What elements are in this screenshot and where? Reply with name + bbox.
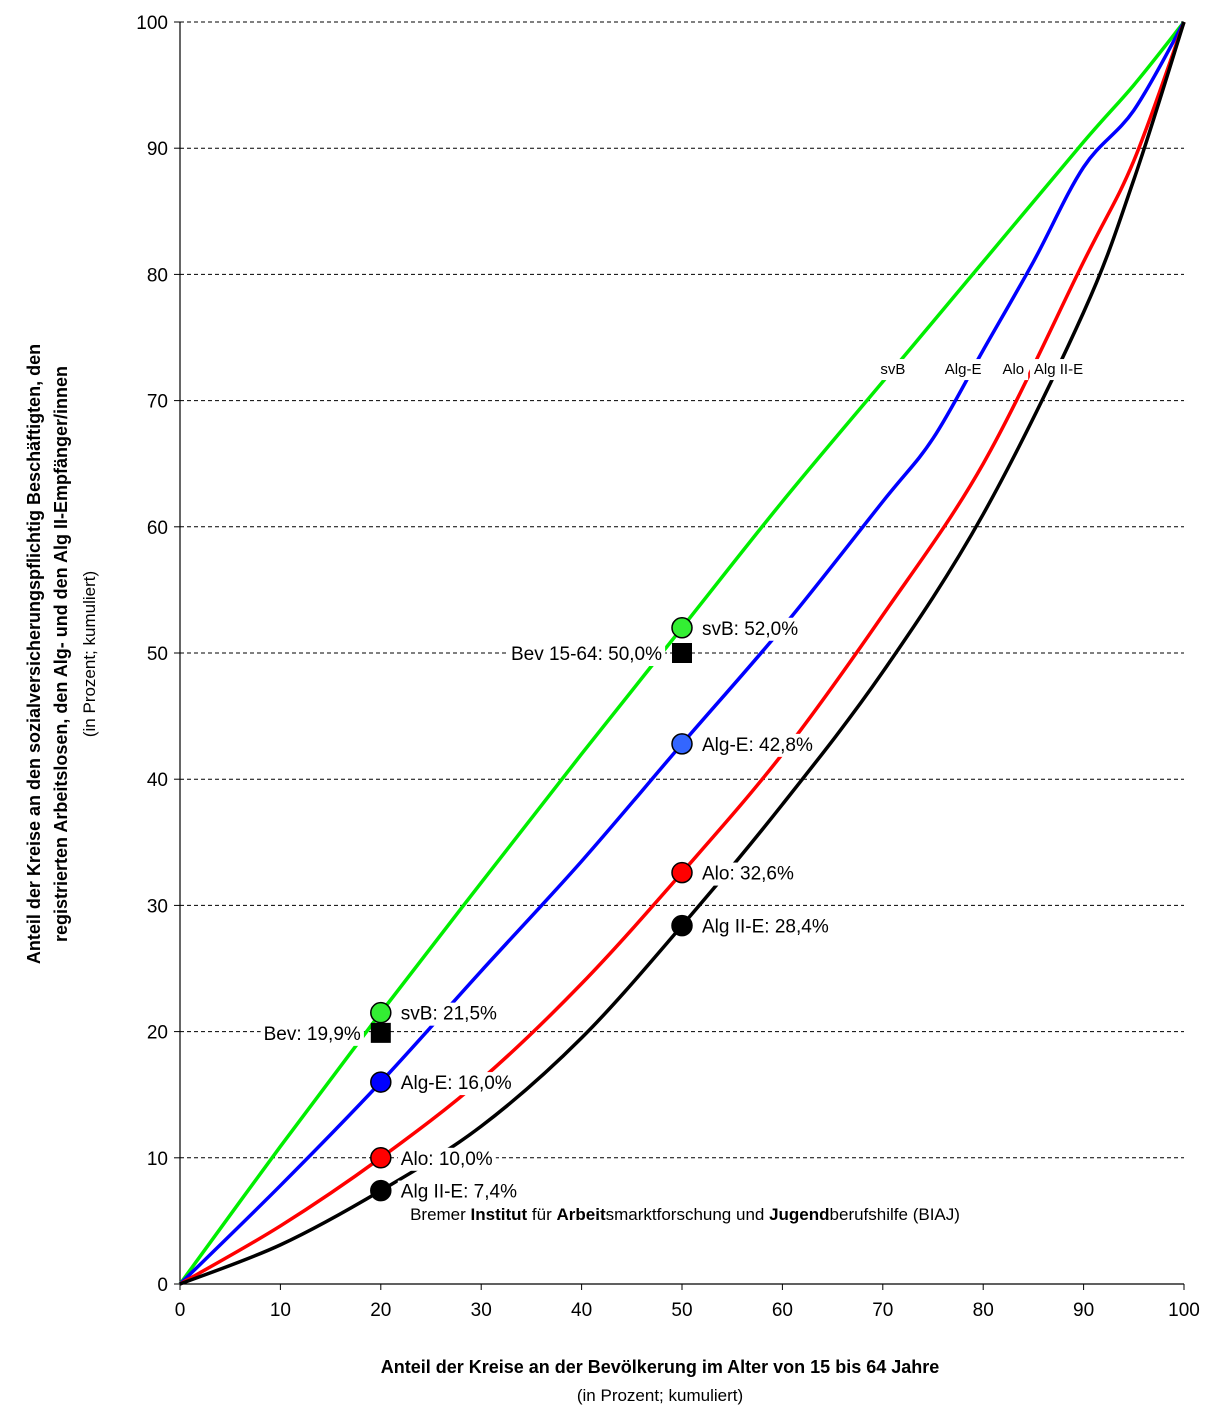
y-tick-label: 60 [147,518,168,539]
marker-circle [370,1071,392,1093]
marker-label-bg [507,643,666,666]
marker-label-group: Alo: 32,6% [699,862,797,886]
credit-fragment: Arbeit [556,1205,605,1224]
gridlines [180,21,1184,1159]
curve-label-bg [940,359,986,381]
curve-label: Alg-E [945,361,982,378]
curve-label-bg [876,359,910,381]
x-tick-label: 60 [772,1300,793,1321]
credit-fragment: Institut [471,1205,528,1224]
credit-fragment: berufshilfe (BIAJ) [830,1205,960,1224]
curve-label-bg [998,359,1029,381]
marker-circle [671,733,693,755]
x-tick-label: 30 [471,1300,492,1321]
curve-label-group: Alg II-E [1029,359,1088,381]
curve-label: Alg II-E [1034,361,1083,378]
x-axis-subtitle: (in Prozent; kumuliert) [577,1386,743,1405]
marker-label-bg [397,1002,501,1026]
marker-circle [671,914,693,937]
marker-label: svB: 52,0% [702,619,798,640]
marker-label-bg [397,1147,496,1171]
y-axis-title-line1: Anteil der Kreise an den sozialversicher… [24,344,44,964]
marker-square [672,643,692,663]
marker-label-bg [699,862,797,886]
marker-label-bg [699,915,832,939]
marker-label-bg [699,617,802,641]
marker-label: Bev 15-64: 50,0% [511,644,662,665]
y-tick-label: 100 [136,13,168,34]
marker-square [370,1022,391,1043]
marker-label-group: Alg II-E: 7,4% [397,1180,521,1204]
credit-fragment: Jugend [769,1205,829,1224]
x-tick-label: 20 [370,1300,391,1321]
marker-label-group: Bev: 19,9% [260,1022,364,1046]
marker-label-group: Alg II-E: 28,4% [699,915,832,939]
marker-label-group: Alg-E: 16,0% [397,1072,515,1096]
y-tick-label: 10 [147,1149,168,1170]
x-axis-title: Anteil der Kreise an der Bevölkerung im … [381,1357,940,1377]
marker-label: Alo: 32,6% [702,864,794,885]
marker-circle [370,1001,392,1024]
curve-label: Alo [1002,361,1024,378]
y-tick-label: 0 [157,1275,168,1296]
marker-label: Alg II-E: 7,4% [401,1182,517,1203]
x-tick-label: 100 [1168,1300,1200,1321]
marker-label: svB: 21,5% [401,1004,497,1025]
y-axis-title-line2: registrierten Arbeitslosen, den Alg- und… [51,366,71,942]
marker-label-bg [397,1072,515,1096]
x-tick-label: 70 [872,1300,893,1321]
marker-label: Alg II-E: 28,4% [702,917,829,938]
curve-svb [178,20,1186,1286]
marker-circle [370,1147,392,1169]
x-tick-label: 40 [571,1300,592,1321]
y-tick-label: 30 [147,896,168,917]
marker-circle [671,617,693,639]
marker-label: Alg-E: 42,8% [702,735,813,756]
x-tick-label: 80 [973,1300,994,1321]
y-tick-label: 50 [147,644,168,665]
marker-label-bg [397,1180,521,1204]
marker-circle [671,861,693,884]
credit-fragment: für [527,1205,556,1224]
curve-label-bg [1029,359,1088,381]
marker-label-group: Alg-E: 42,8% [699,733,816,757]
source-credit: Bremer Institut für Arbeitsmarktforschun… [410,1205,960,1224]
marker-label-bg [260,1022,364,1046]
y-tick-label: 20 [147,1023,168,1044]
marker-label: Alg-E: 16,0% [401,1073,512,1094]
annotation-labels: svB Alg-E Alo Alg II-E svB: 52,0% Bev 15-64: … [260,359,1088,1204]
x-tick-label: 10 [270,1300,291,1321]
curve-label-group: Alg-E [940,359,986,381]
y-tick-label: 90 [147,139,168,160]
marker-label-group: svB: 52,0% [699,617,802,641]
marker-label: Alo: 10,0% [401,1149,493,1170]
marker-label-group: Alo: 10,0% [397,1147,496,1171]
marker-label-bg [699,733,816,757]
markers [370,617,693,1202]
x-tick-label: 90 [1073,1300,1094,1321]
y-tick-label: 70 [147,392,168,413]
marker-label-group: Bev 15-64: 50,0% [507,643,666,666]
marker-label-group: svB: 21,5% [397,1002,501,1026]
y-axis-subtitle: (in Prozent; kumuliert) [80,571,99,737]
x-tick-label: 0 [175,1300,186,1321]
marker-label: Bev: 19,9% [264,1024,361,1045]
credit-fragment: smarktforschung und [606,1205,769,1224]
curve-label-group: Alo [998,359,1029,381]
curve-label: svB [880,361,905,378]
curve-label-group: svB [876,359,910,381]
x-tick-label: 50 [671,1300,692,1321]
y-tick-label: 40 [147,770,168,791]
marker-circle [370,1179,392,1202]
axes: 0 10 20 30 40 50 60 70 80 90 100 0 10 20 30 40 50 60 70 80 9… [136,13,1200,1321]
credit-fragment: Bremer [410,1205,470,1224]
y-tick-label: 80 [147,265,168,286]
